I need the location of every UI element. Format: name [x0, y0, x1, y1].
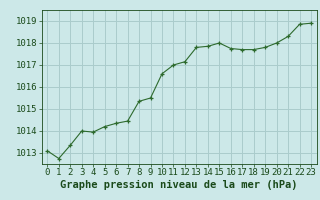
X-axis label: Graphe pression niveau de la mer (hPa): Graphe pression niveau de la mer (hPa): [60, 180, 298, 190]
